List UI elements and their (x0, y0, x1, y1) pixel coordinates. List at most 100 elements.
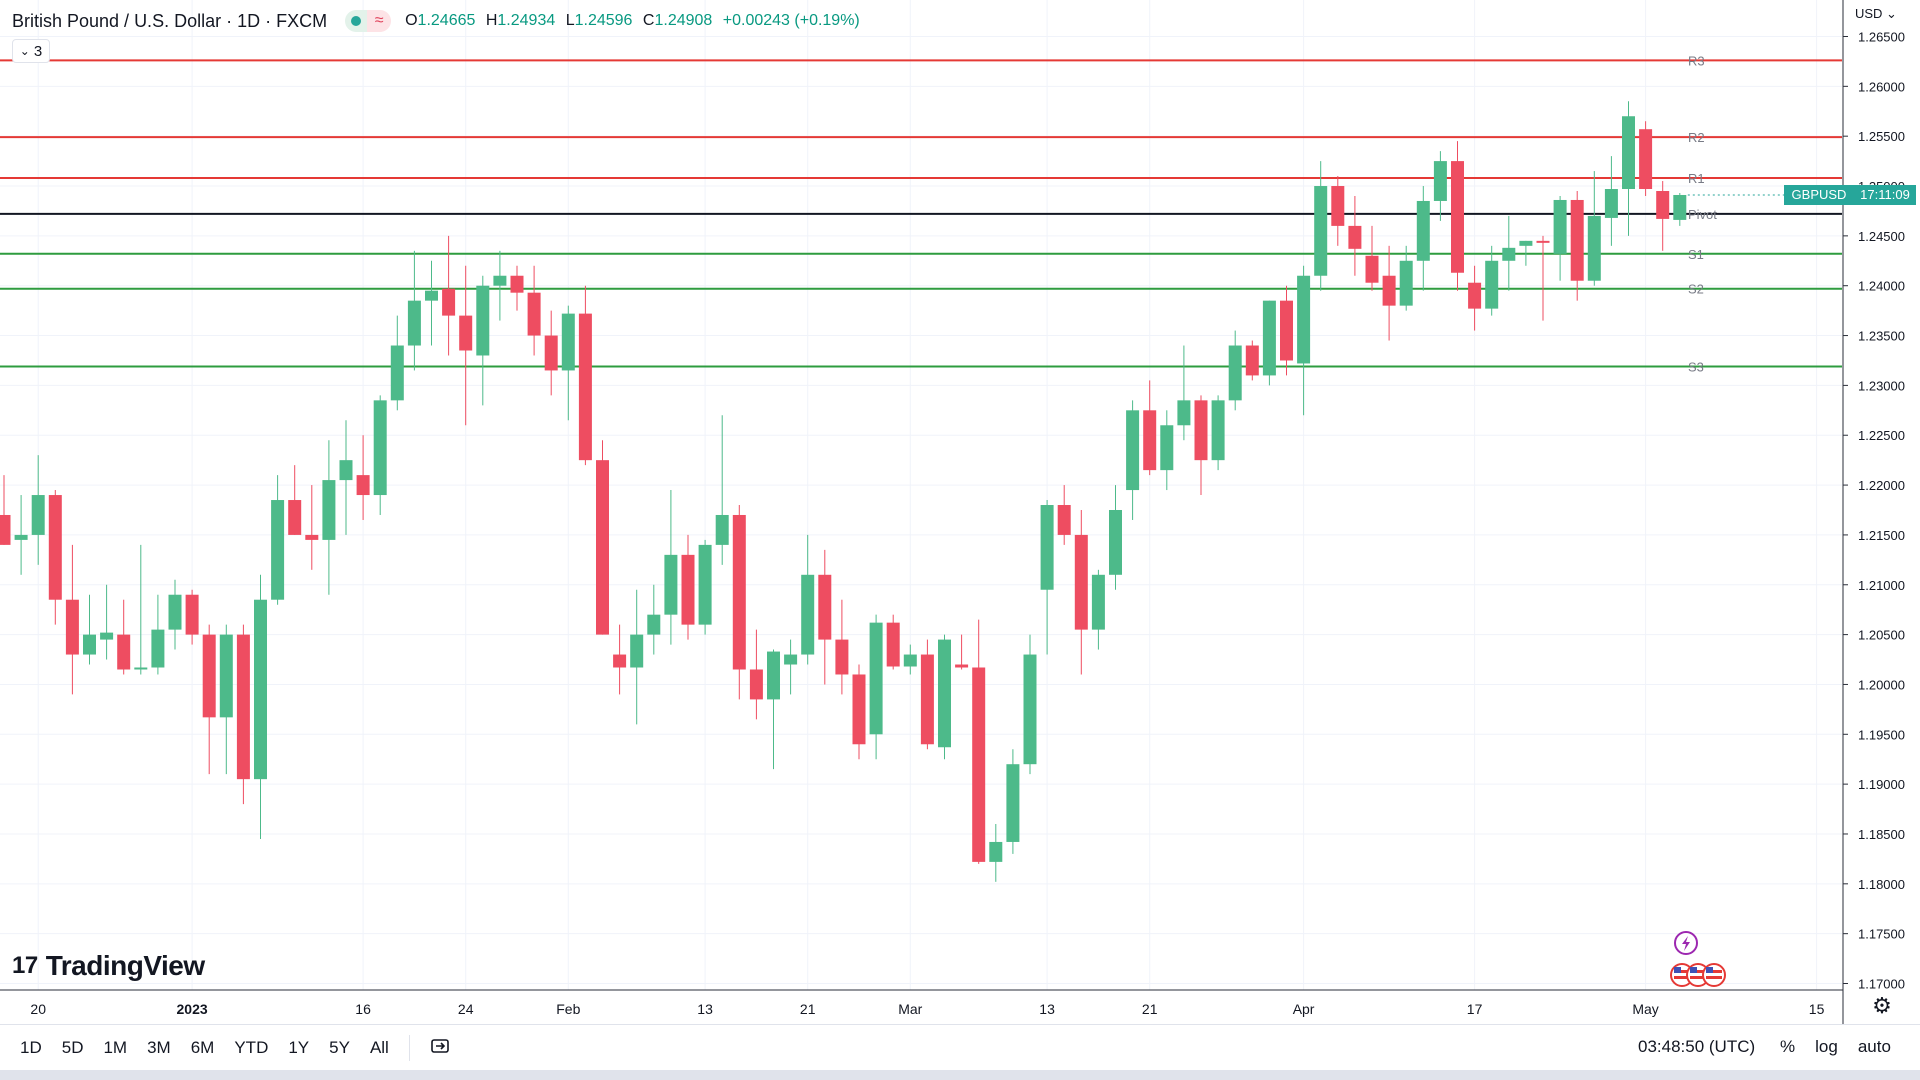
candle[interactable] (1502, 215, 1516, 291)
candle[interactable] (886, 614, 900, 670)
candle[interactable] (527, 265, 541, 356)
candle[interactable] (1245, 340, 1259, 381)
candle[interactable] (578, 285, 592, 466)
candle[interactable] (1314, 161, 1328, 291)
range-all-button[interactable]: All (369, 1038, 389, 1057)
candle[interactable] (972, 619, 986, 864)
candle[interactable] (1622, 101, 1635, 236)
candle[interactable] (1382, 245, 1396, 341)
auto-scale-button[interactable]: auto (1857, 1037, 1891, 1056)
candle[interactable] (903, 644, 917, 675)
candle[interactable] (0, 475, 11, 545)
candle[interactable] (134, 544, 148, 675)
log-scale-button[interactable]: log (1815, 1037, 1838, 1056)
candle[interactable] (613, 624, 627, 695)
candle[interactable] (1331, 176, 1345, 246)
candle[interactable] (1040, 500, 1054, 655)
candle[interactable] (1485, 245, 1499, 316)
candle[interactable] (254, 574, 267, 839)
candle[interactable] (1519, 240, 1533, 266)
range-6m-button[interactable]: 6M (190, 1038, 215, 1057)
currency-selector[interactable]: USD ⌄ (1855, 6, 1897, 21)
candle[interactable] (459, 265, 473, 426)
candle[interactable] (322, 440, 336, 595)
candle[interactable] (1126, 400, 1140, 520)
candle[interactable] (818, 549, 832, 685)
candle[interactable] (100, 584, 114, 660)
range-5d-button[interactable]: 5D (61, 1038, 84, 1057)
candle[interactable] (1451, 141, 1464, 291)
candle[interactable] (852, 664, 866, 760)
candle[interactable] (1109, 485, 1122, 590)
candle[interactable] (698, 539, 712, 635)
time-axis[interactable]: 20 2023 16 24 Feb 13 21 Mar 13 21 Apr 17 May 15 (0, 989, 1843, 1017)
candle[interactable] (920, 639, 934, 750)
candle[interactable] (1211, 395, 1225, 471)
candle[interactable] (767, 649, 780, 770)
candle[interactable] (14, 495, 28, 575)
candle[interactable] (664, 490, 678, 645)
utc-clock[interactable]: 03:48:50 (UTC) (1638, 1037, 1756, 1056)
candle[interactable] (681, 534, 695, 640)
candle[interactable] (1639, 121, 1653, 196)
candle[interactable] (1143, 380, 1157, 476)
candle[interactable] (1536, 235, 1550, 321)
symbol-title[interactable]: British Pound / U.S. Dollar · 1D · FXCM (12, 10, 328, 31)
candle[interactable] (1433, 151, 1447, 221)
candle[interactable] (1194, 395, 1208, 496)
candle[interactable] (31, 455, 45, 565)
candle[interactable] (938, 634, 951, 760)
candle[interactable] (801, 534, 815, 665)
candle[interactable] (1673, 192, 1687, 226)
candle[interactable] (236, 624, 250, 805)
candle[interactable] (1006, 749, 1020, 854)
candle[interactable] (1553, 195, 1567, 281)
gear-icon[interactable]: ⚙ (1872, 993, 1892, 1018)
candle[interactable] (596, 440, 609, 635)
candle[interactable] (83, 594, 96, 665)
economic-events[interactable] (1668, 928, 1738, 990)
candle[interactable] (168, 579, 182, 650)
candle[interactable] (1074, 509, 1088, 675)
candle[interactable] (1262, 300, 1276, 386)
candle[interactable] (339, 420, 353, 535)
candle[interactable] (1604, 156, 1618, 246)
candle[interactable] (1297, 265, 1311, 416)
us-flag-event-icon[interactable] (1702, 963, 1726, 987)
candle[interactable] (1228, 330, 1242, 411)
candle[interactable] (48, 490, 62, 625)
candle[interactable] (749, 629, 763, 720)
range-1d-button[interactable]: 1D (20, 1038, 42, 1057)
price-chart[interactable]: R3R2R1PivotS1S2S31.170001.175001.180001.… (0, 0, 1920, 1024)
candle[interactable] (1587, 171, 1601, 286)
candle[interactable] (561, 305, 575, 421)
candle[interactable] (1348, 195, 1362, 276)
range-1m-button[interactable]: 1M (103, 1038, 128, 1057)
candle[interactable] (1091, 569, 1105, 650)
candle[interactable] (715, 415, 729, 565)
candle[interactable] (1656, 181, 1670, 251)
compare-icon[interactable] (420, 1037, 460, 1060)
range-5y-button[interactable]: 5Y (329, 1038, 350, 1057)
candle[interactable] (1365, 225, 1379, 291)
candle[interactable] (288, 465, 302, 535)
range-3m-button[interactable]: 3M (147, 1038, 171, 1057)
candle[interactable] (835, 599, 849, 695)
candle[interactable] (185, 589, 199, 645)
candle[interactable] (1399, 245, 1413, 311)
range-1y-button[interactable]: 1Y (288, 1038, 310, 1057)
candle[interactable] (442, 235, 456, 356)
candle[interactable] (476, 275, 490, 406)
candle[interactable] (493, 250, 507, 321)
candle[interactable] (1416, 186, 1430, 291)
candle[interactable] (630, 589, 644, 725)
range-ytd-button[interactable]: YTD (234, 1038, 269, 1057)
candle[interactable] (407, 250, 421, 371)
candle[interactable] (1468, 265, 1482, 331)
candle[interactable] (1023, 634, 1037, 775)
candle[interactable] (271, 475, 285, 605)
market-status-pill[interactable]: ≈ (345, 10, 392, 32)
flash-event-icon[interactable] (1674, 931, 1698, 955)
candle[interactable] (151, 594, 165, 675)
candle[interactable] (425, 260, 438, 346)
